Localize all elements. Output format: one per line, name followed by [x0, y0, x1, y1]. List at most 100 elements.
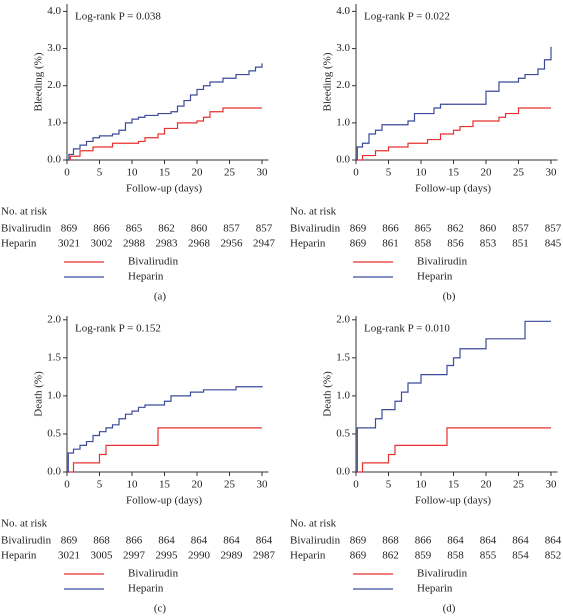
risk-count: 864: [191, 535, 208, 547]
risk-row-name: Bivalirudin: [1, 535, 52, 547]
y-tick-label: 2.0: [336, 313, 350, 325]
risk-count: 854: [512, 550, 529, 562]
x-tick-label: 0: [353, 167, 359, 179]
risk-count: 2995: [156, 550, 179, 562]
risk-count: 866: [382, 223, 399, 235]
risk-row-name: Heparin: [1, 238, 37, 250]
y-tick-label: 2.0: [336, 79, 350, 91]
y-tick-label: 2.0: [47, 79, 61, 91]
x-tick-label: 25: [513, 167, 525, 179]
x-tick-label: 30: [546, 167, 558, 179]
y-axis-label: Death (%): [33, 371, 45, 417]
legend-label: Bivalirudin: [417, 256, 468, 268]
x-axis-label: Follow-up (days): [126, 495, 202, 507]
survival-curve: [67, 107, 262, 161]
risk-count: 845: [545, 238, 562, 250]
x-tick-label: 20: [481, 167, 493, 179]
x-tick-label: 20: [192, 479, 204, 491]
risk-count: 861: [382, 238, 399, 250]
risk-count: 864: [480, 535, 497, 547]
panel-label: (c): [154, 603, 167, 615]
risk-count: 3002: [91, 238, 113, 250]
risk-count: 864: [256, 535, 273, 547]
survival-curve: [67, 386, 263, 473]
x-tick-label: 25: [224, 479, 236, 491]
y-tick-label: 0.0: [47, 466, 61, 478]
risk-count: 869: [350, 223, 367, 235]
x-tick-label: 25: [224, 167, 236, 179]
y-axis-label: Bleeding (%): [322, 52, 334, 111]
risk-count: 864: [447, 535, 464, 547]
risk-count: 2989: [221, 550, 244, 562]
y-tick-label: 1.0: [336, 116, 350, 128]
risk-count: 2956: [221, 238, 244, 250]
y-tick-label: 1.0: [47, 389, 61, 401]
x-tick-label: 5: [97, 479, 103, 491]
risk-count: 2968: [188, 238, 211, 250]
legend-label: Heparin: [417, 271, 453, 283]
x-tick-label: 0: [64, 479, 70, 491]
risk-count: 852: [545, 550, 562, 562]
legend-label: Bivalirudin: [128, 256, 179, 268]
y-tick-label: 0.5: [336, 427, 350, 439]
risk-title: No. at risk: [290, 206, 337, 218]
x-tick-label: 0: [353, 479, 359, 491]
x-tick-label: 20: [481, 479, 493, 491]
risk-count: 869: [350, 238, 367, 250]
risk-count: 866: [126, 535, 143, 547]
risk-count: 857: [512, 223, 529, 235]
panel-label: (a): [154, 291, 167, 303]
risk-count: 859: [415, 550, 432, 562]
risk-count: 860: [480, 223, 497, 235]
survival-curve: [67, 63, 263, 161]
risk-count: 857: [545, 223, 562, 235]
risk-row-name: Bivalirudin: [1, 223, 52, 235]
y-tick-label: 0.5: [47, 427, 61, 439]
risk-count: 866: [93, 223, 110, 235]
risk-count: 868: [93, 535, 110, 547]
risk-count: 866: [415, 535, 432, 547]
y-tick-label: 4.0: [47, 5, 61, 17]
legend-label: Bivalirudin: [128, 568, 179, 580]
y-tick-label: 0.0: [336, 154, 350, 166]
y-tick-label: 0.0: [47, 154, 61, 166]
risk-title: No. at risk: [1, 206, 48, 218]
risk-count: 869: [61, 535, 78, 547]
y-tick-label: 4.0: [336, 5, 350, 17]
risk-count: 862: [382, 550, 399, 562]
annotation: Log-rank P = 0.152: [75, 323, 161, 335]
risk-count: 851: [512, 238, 529, 250]
risk-count: 858: [415, 238, 432, 250]
x-tick-label: 10: [127, 167, 139, 179]
x-tick-label: 10: [127, 479, 139, 491]
x-axis-label: Follow-up (days): [126, 183, 202, 195]
x-tick-label: 30: [257, 479, 269, 491]
legend-label: Heparin: [417, 583, 453, 595]
x-tick-label: 20: [192, 167, 204, 179]
risk-count: 864: [512, 535, 529, 547]
x-tick-label: 10: [416, 167, 428, 179]
survival-curve: [67, 427, 262, 473]
y-tick-label: 1.5: [47, 351, 61, 363]
risk-count: 865: [126, 223, 143, 235]
y-tick-label: 2.0: [47, 313, 61, 325]
risk-row-name: Bivalirudin: [290, 223, 341, 235]
x-tick-label: 15: [159, 479, 171, 491]
risk-count: 862: [447, 223, 464, 235]
x-axis-label: Follow-up (days): [415, 495, 491, 507]
x-tick-label: 15: [159, 167, 171, 179]
risk-count: 862: [158, 223, 175, 235]
x-tick-label: 5: [386, 479, 392, 491]
risk-count: 2990: [188, 550, 211, 562]
risk-count: 2983: [156, 238, 179, 250]
risk-row-name: Heparin: [290, 238, 326, 250]
risk-row-name: Bivalirudin: [290, 535, 341, 547]
risk-count: 868: [382, 535, 399, 547]
x-tick-label: 5: [97, 167, 103, 179]
annotation: Log-rank P = 0.038: [75, 11, 161, 23]
risk-count: 864: [545, 535, 562, 547]
x-tick-label: 15: [448, 167, 460, 179]
risk-count: 853: [480, 238, 497, 250]
risk-count: 865: [415, 223, 432, 235]
